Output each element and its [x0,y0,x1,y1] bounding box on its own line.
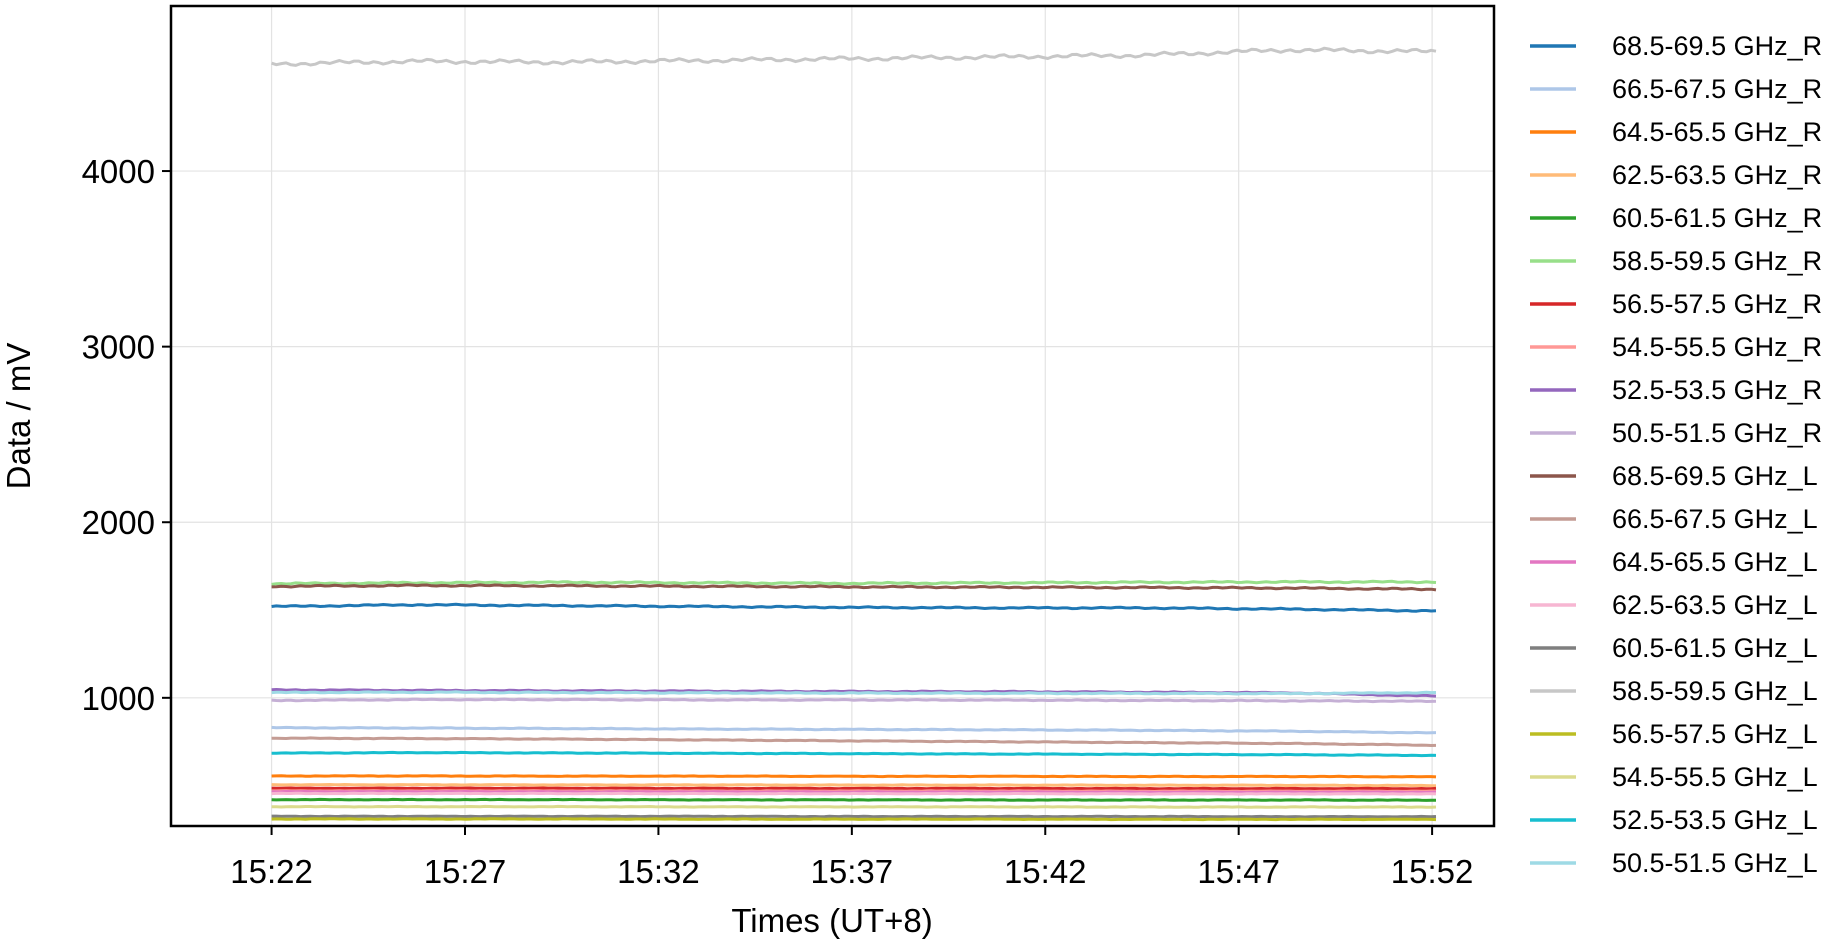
series-line [271,750,1437,758]
legend-label: 50.5-51.5 GHz_L [1612,848,1818,878]
y-tick-label: 3000 [82,329,155,366]
x-tick-label: 15:32 [617,853,700,890]
legend-label: 60.5-61.5 GHz_L [1612,633,1818,663]
x-tick-label: 15:22 [230,853,313,890]
y-tick-label: 1000 [82,680,155,717]
x-tick-label: 15:47 [1197,853,1280,890]
x-tick-label: 15:42 [1004,853,1087,890]
series-lines [271,46,1437,822]
legend-label: 60.5-61.5 GHz_R [1612,203,1822,233]
series-line [271,690,1437,696]
y-tick-label: 2000 [82,504,155,541]
legend-label: 62.5-63.5 GHz_L [1612,590,1818,620]
y-axis: 1000 2000 3000 4000 [82,153,171,717]
legend-label: 64.5-65.5 GHz_L [1612,547,1818,577]
legend-label: 52.5-53.5 GHz_L [1612,805,1818,835]
series-line [271,783,1437,788]
legend-label: 68.5-69.5 GHz_L [1612,461,1818,491]
series-line [271,791,1437,796]
x-tick-label: 15:37 [811,853,894,890]
legend-label: 68.5-69.5 GHz_R [1612,31,1822,61]
legend: 68.5-69.5 GHz_R 66.5-67.5 GHz_R 64.5-65.5 … [1530,31,1822,878]
legend-label: 64.5-65.5 GHz_R [1612,117,1822,147]
legend-label: 52.5-53.5 GHz_R [1612,375,1822,405]
x-axis-label: Times (UT+8) [731,902,932,939]
series-line [271,697,1437,704]
legend-label: 66.5-67.5 GHz_L [1612,504,1818,534]
series-line [271,736,1437,747]
series-line [271,797,1436,802]
series-line [271,804,1437,809]
series-line [271,602,1437,613]
series-line [271,817,1437,822]
series-line [271,774,1437,779]
legend-label: 58.5-59.5 GHz_L [1612,676,1818,706]
y-axis-label: Data / mV [0,343,37,490]
legend-label: 54.5-55.5 GHz_R [1612,332,1822,362]
legend-label: 54.5-55.5 GHz_L [1612,762,1818,792]
series-line [271,46,1437,67]
legend-label: 66.5-67.5 GHz_R [1612,74,1822,104]
legend-label: 56.5-57.5 GHz_R [1612,289,1822,319]
legend-label: 56.5-57.5 GHz_L [1612,719,1818,749]
x-axis: 15:22 15:27 15:32 15:37 15:42 15:47 15:52 [230,826,1473,890]
series-line [271,725,1437,735]
x-tick-label: 15:27 [424,853,507,890]
plot-frame [169,4,1496,828]
grid [171,6,1494,826]
y-tick-label: 4000 [82,153,155,190]
legend-label: 50.5-51.5 GHz_R [1612,418,1822,448]
legend-label: 58.5-59.5 GHz_R [1612,246,1822,276]
series-line [271,583,1437,592]
legend-label: 62.5-63.5 GHz_R [1612,160,1822,190]
series-line [271,579,1437,586]
x-tick-label: 15:52 [1391,853,1474,890]
series-line [271,814,1437,819]
series-line [271,786,1437,791]
